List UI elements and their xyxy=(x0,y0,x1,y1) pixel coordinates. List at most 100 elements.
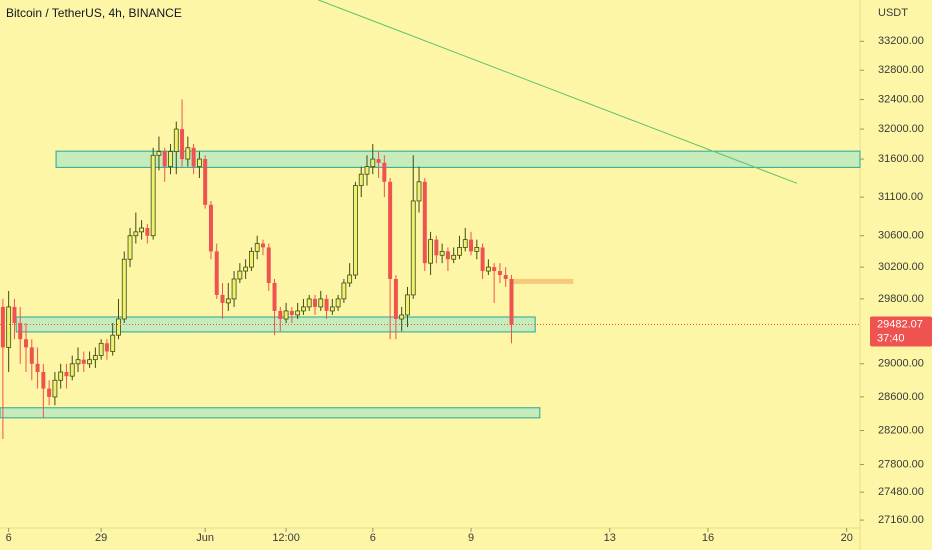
candle-body xyxy=(312,298,317,307)
candle-body xyxy=(29,347,34,364)
x-tick-label: 6 xyxy=(370,532,376,544)
y-tick-label: 27480.00 xyxy=(878,486,924,498)
candle-body xyxy=(47,388,52,397)
x-tick-label: 9 xyxy=(468,532,474,544)
y-tick-label: 31600.00 xyxy=(878,153,924,165)
plot-area xyxy=(0,0,861,439)
candle-body xyxy=(439,250,445,256)
y-tick-label: 32800.00 xyxy=(878,64,924,76)
candle-body xyxy=(121,258,127,320)
zone xyxy=(0,407,541,419)
y-axis-label: USDT xyxy=(878,7,908,19)
candle-body xyxy=(376,159,381,163)
candle-body xyxy=(260,243,265,248)
y-tick-label: 33200.00 xyxy=(878,35,924,47)
candle-body xyxy=(485,266,491,272)
candle-body xyxy=(399,314,405,320)
candle-body xyxy=(64,372,69,377)
candle-body xyxy=(382,162,387,182)
candle-body xyxy=(353,185,358,276)
candle-body xyxy=(208,204,213,252)
candle-body xyxy=(104,343,109,352)
candle-body xyxy=(87,359,92,365)
candle-body xyxy=(434,239,439,256)
candle-body xyxy=(416,181,422,202)
chart-title: Bitcoin / TetherUS, 4h, BINANCE xyxy=(6,6,182,20)
y-tick-label: 27160.00 xyxy=(878,514,924,526)
candle-body xyxy=(370,158,376,168)
candle-body xyxy=(116,318,121,336)
candle-body xyxy=(474,247,480,252)
candle-body xyxy=(364,166,370,175)
candle-body xyxy=(24,339,29,348)
candle-body xyxy=(428,239,433,264)
candle-body xyxy=(283,310,289,320)
candle-body xyxy=(6,306,12,348)
candle-body xyxy=(69,363,75,377)
candle-body xyxy=(145,227,150,236)
y-tick-label: 29000.00 xyxy=(878,358,924,370)
candle-body xyxy=(150,154,156,237)
candle-body xyxy=(110,334,116,352)
candle-body xyxy=(445,251,450,260)
candle-body xyxy=(509,278,514,325)
candle-body xyxy=(405,294,410,316)
candle-body xyxy=(58,371,64,381)
candle-body xyxy=(12,306,17,324)
x-tick-label: 6 xyxy=(6,532,12,544)
candle-body xyxy=(278,310,283,319)
candle-body xyxy=(457,247,462,256)
candle-body xyxy=(272,282,277,311)
candle-body xyxy=(156,151,162,156)
y-tick-label: 32400.00 xyxy=(878,93,924,105)
candle-body xyxy=(410,200,416,296)
x-tick-label: 12:00 xyxy=(272,532,300,544)
price-tag-countdown: 37:40 xyxy=(877,332,905,344)
candle-body xyxy=(335,298,341,308)
y-tick-label: 28200.00 xyxy=(878,424,924,436)
candle-body xyxy=(341,282,347,300)
candle-body xyxy=(98,342,104,356)
trend-line xyxy=(318,0,798,184)
candle-body xyxy=(139,227,144,233)
candle-body xyxy=(306,298,312,308)
candle-body xyxy=(180,129,185,160)
candle-body xyxy=(162,151,167,167)
x-tick-label: 20 xyxy=(841,532,853,544)
candle-body xyxy=(393,278,398,319)
y-tick-label: 31100.00 xyxy=(878,191,923,203)
candle-body xyxy=(196,158,202,168)
candle-body xyxy=(203,159,208,205)
candle-body xyxy=(127,235,133,260)
candle-body xyxy=(388,181,393,279)
candle-body xyxy=(225,298,231,304)
candle-body xyxy=(185,147,191,160)
y-tick-label: 32000.00 xyxy=(878,123,924,135)
candle-body xyxy=(254,243,260,252)
y-tick-label: 30600.00 xyxy=(878,230,924,242)
candle-body xyxy=(173,128,179,152)
candle-body xyxy=(358,173,364,187)
candle-body xyxy=(347,274,353,284)
candle-body xyxy=(92,355,98,361)
x-tick-label: Jun xyxy=(196,532,214,544)
x-tick-label: 13 xyxy=(604,532,616,544)
candle-body xyxy=(35,363,40,373)
candle-body xyxy=(422,181,427,264)
candle-body xyxy=(295,310,301,316)
candle-body xyxy=(133,231,139,237)
candle-body xyxy=(0,306,5,348)
candle-body xyxy=(492,267,497,272)
candle-body xyxy=(329,306,335,312)
candle-body xyxy=(469,239,474,252)
candle-body xyxy=(41,372,46,389)
candle-body xyxy=(503,275,508,279)
y-tick-label: 30200.00 xyxy=(878,261,924,273)
candle-body xyxy=(52,379,58,398)
candle-body xyxy=(81,359,86,364)
candle-body xyxy=(318,298,324,308)
candle-body xyxy=(324,298,329,311)
candle-body xyxy=(237,270,243,280)
candle-body xyxy=(249,250,254,268)
candle-body xyxy=(480,247,485,272)
